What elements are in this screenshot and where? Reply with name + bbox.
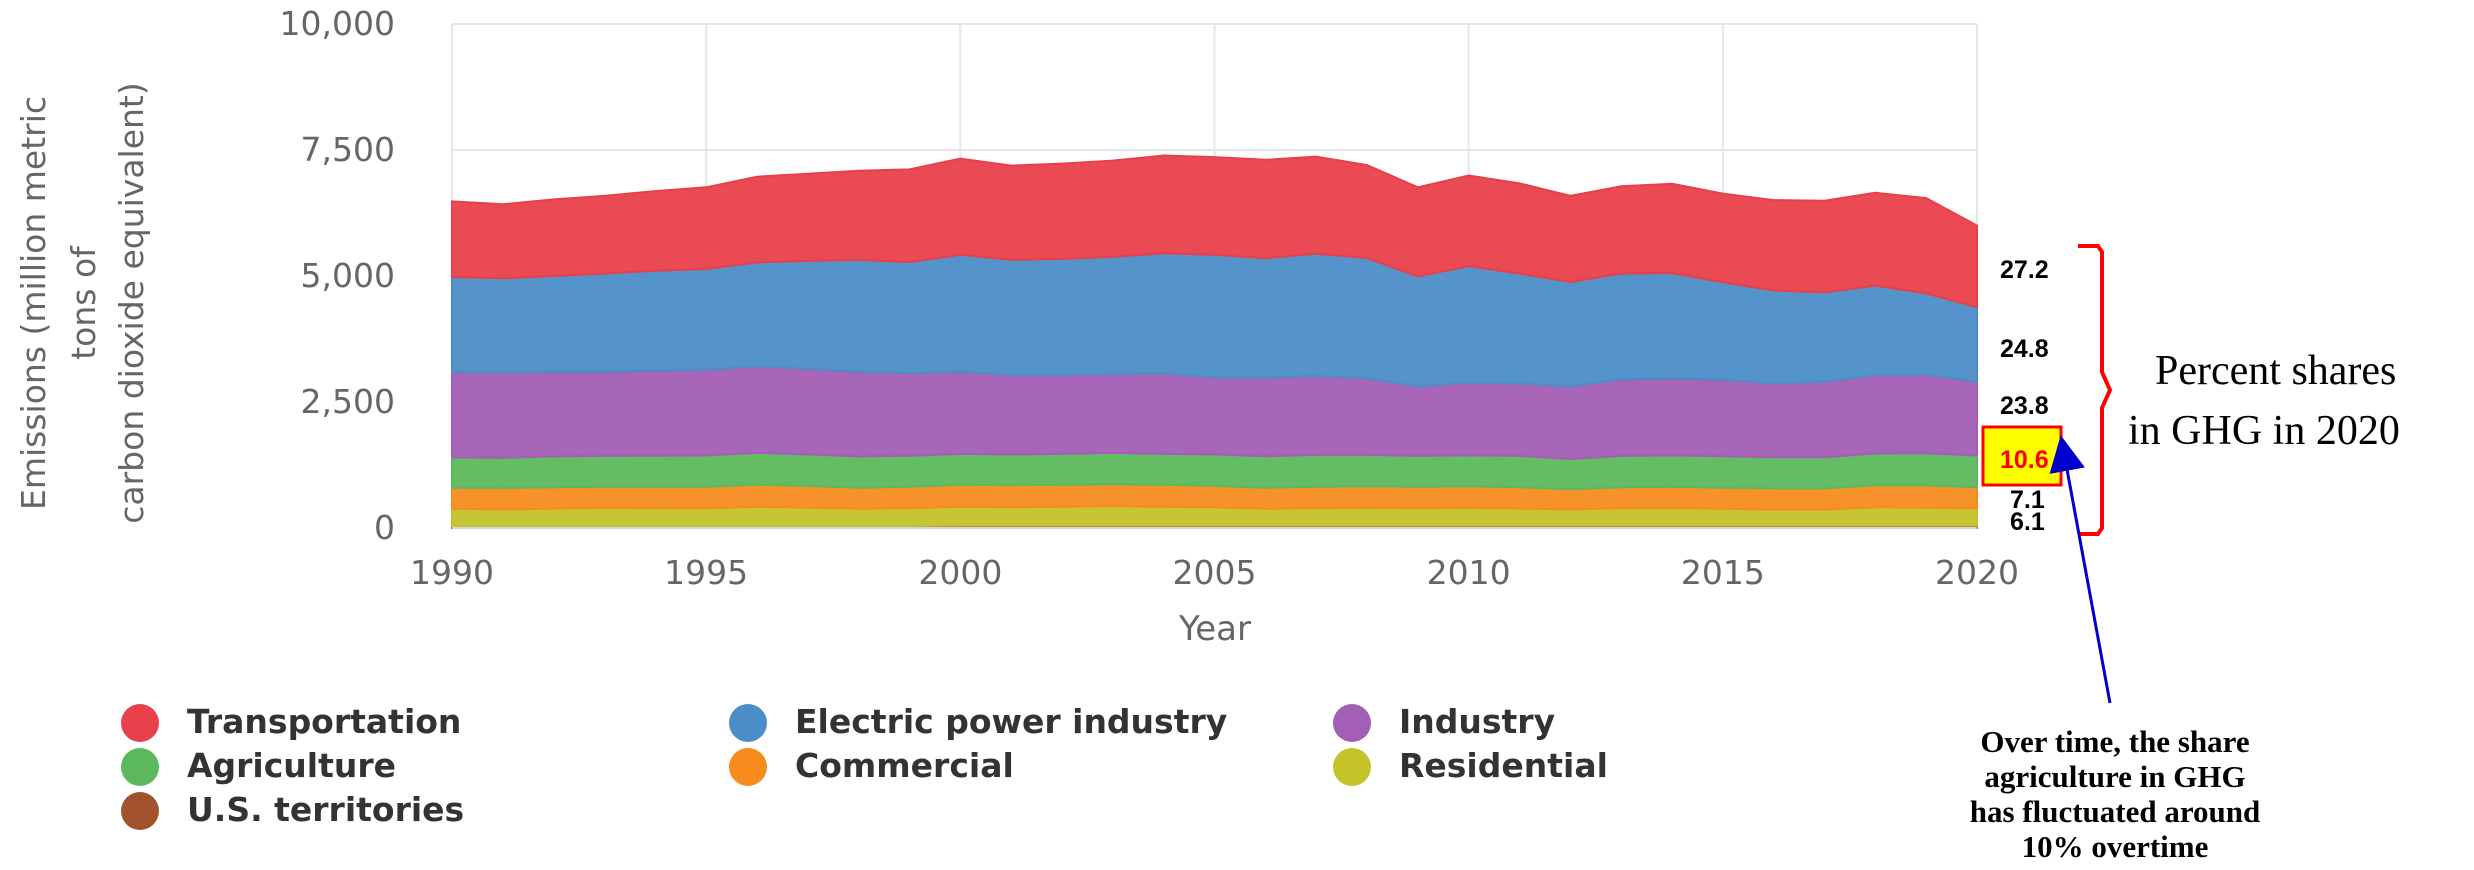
note: Over time, the share agriculture in GHG …	[1970, 724, 2261, 864]
note-line-1: Over time, the share	[1980, 724, 2249, 759]
legend-item-commercial: Commercial	[795, 746, 1014, 785]
share-label-electric-power: 24.8	[2000, 335, 2049, 363]
share-label-residential: 6.1	[2010, 508, 2045, 536]
x-tick-label: 2000	[918, 553, 1002, 592]
y-tick-label: 5,000	[301, 256, 395, 295]
area-agriculture	[451, 451, 1978, 491]
share-label-commercial: 7.1	[2010, 486, 2045, 514]
x-tick-label: 1995	[664, 553, 748, 592]
legend-item-electric-power-industry: Electric power industry	[795, 702, 1227, 741]
y-tick-label: 2,500	[301, 382, 395, 421]
y-axis-label: Emissions (million metric tons of carbon…	[14, 82, 151, 524]
shares-bracket	[2078, 244, 2113, 536]
legend-swatch-transportation	[121, 704, 159, 742]
note-line-3: has fluctuated around	[1970, 794, 2261, 829]
share-label-transportation: 27.2	[2000, 256, 2049, 284]
legend-swatch-industry	[1333, 704, 1371, 742]
shares-title-line-2: in GHG in 2020	[2128, 408, 2400, 454]
area-series	[451, 154, 1978, 529]
legend-item-residential: Residential	[1399, 746, 1608, 785]
legend-item-agriculture: Agriculture	[187, 746, 396, 785]
note-arrow	[2049, 435, 2112, 704]
y-tick-labels: 0 2,500 5,000 7,500 10,000	[280, 4, 395, 547]
legend-swatch-residential	[1333, 748, 1371, 786]
share-label-industry: 23.8	[2000, 392, 2049, 420]
share-labels: 27.2 24.8 23.8 10.6 7.1 6.1	[1981, 256, 2063, 536]
x-axis-label: Year	[1178, 609, 1251, 649]
y-tick-label: 10,000	[280, 4, 395, 43]
agriculture-share-highlight	[1981, 425, 2063, 487]
y-axis-label-line-3: carbon dioxide equivalent)	[112, 82, 151, 524]
note-line-4: 10% overtime	[2022, 829, 2209, 864]
legend-swatch-agriculture	[121, 748, 159, 786]
x-tick-labels: 1990 1995 2000 2005 2010 2015 2020	[410, 553, 2019, 592]
legend: Transportation Electric power industry Ind…	[121, 702, 1608, 830]
legend-swatch-commercial	[729, 748, 767, 786]
x-tick-label: 1990	[410, 553, 494, 592]
legend-item-transportation: Transportation	[187, 702, 461, 741]
legend-item-u-s-territories: U.S. territories	[187, 790, 464, 829]
x-tick-label: 2010	[1427, 553, 1511, 592]
shares-title-line-1: Percent shares	[2155, 348, 2396, 394]
share-label-agriculture: 10.6	[2000, 446, 2049, 474]
legend-swatch-electric-power-industry	[729, 704, 767, 742]
x-tick-label: 2015	[1681, 553, 1765, 592]
x-tick-label: 2005	[1173, 553, 1257, 592]
legend-item-industry: Industry	[1399, 702, 1555, 741]
y-axis-label-line-2: tons of	[64, 245, 103, 360]
y-tick-label: 0	[374, 508, 395, 547]
y-tick-label: 7,500	[301, 130, 395, 169]
x-tick-label: 2020	[1935, 553, 2019, 592]
note-line-2: agriculture in GHG	[1984, 759, 2245, 794]
y-axis-label-line-1: Emissions (million metric	[14, 96, 53, 510]
area-transportation	[451, 154, 1978, 309]
legend-swatch-u-s-territories	[121, 792, 159, 830]
